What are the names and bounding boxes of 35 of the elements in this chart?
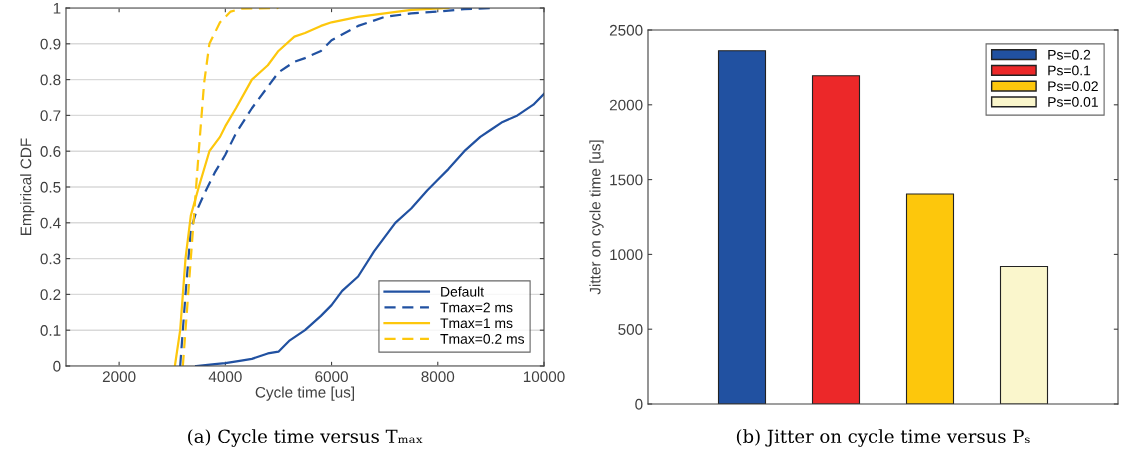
text: (a) Cycle time versus Tₘₐₓ [188, 429, 423, 447]
legend-label: Tmax=1 ms [440, 318, 513, 329]
legend-label: Tmax=0.2 ms [440, 333, 525, 344]
y-tick-label: 1 [53, 3, 61, 14]
y-tick-label: 0.2 [40, 289, 61, 301]
legend-label: Ps=0.01 [1048, 96, 1098, 107]
y-tick-label: 1500 [610, 174, 643, 186]
legend-label: Ps=0.02 [1048, 81, 1098, 92]
y-axis-title: Jitter on cycle time [us] [589, 140, 604, 295]
y-tick-label: 0.5 [40, 181, 61, 193]
x-tick-label: 2000 [102, 371, 136, 383]
x-tick-label: 6000 [315, 371, 348, 383]
y-tick-label: 0.9 [40, 38, 61, 50]
y-tick-label: 0 [53, 360, 61, 372]
legend-label: Ps=0.2 [1048, 49, 1091, 60]
y-tick-label: 1000 [610, 249, 643, 261]
y-tick-label: 0.3 [40, 253, 61, 265]
text: (b) Jitter on cycle time versus Pₛ [736, 429, 1030, 447]
x-tick-label: 8000 [421, 371, 455, 383]
y-tick-label: 0.7 [40, 110, 61, 122]
y-tick-label: 0.4 [40, 217, 61, 229]
legend-label: Default [441, 286, 484, 297]
y-tick-label: 0.8 [40, 74, 61, 86]
y-tick-label: 2000 [609, 99, 643, 111]
y-tick-label: 0.1 [40, 325, 61, 336]
y-tick-label: 0.6 [40, 146, 61, 157]
x-tick-label: 4000 [208, 371, 242, 383]
legend-label: Ps=0.1 [1048, 65, 1091, 76]
x-tick-label: 10000 [523, 371, 565, 383]
legend-label: Tmax=2 ms [440, 302, 513, 313]
y-tick-label: 500 [618, 324, 643, 335]
y-axis-title: Empirical CDF [20, 138, 35, 235]
y-tick-label: 0 [635, 398, 643, 410]
x-axis-title: Cycle time [us] [255, 386, 354, 401]
y-tick-label: 2500 [609, 24, 643, 36]
